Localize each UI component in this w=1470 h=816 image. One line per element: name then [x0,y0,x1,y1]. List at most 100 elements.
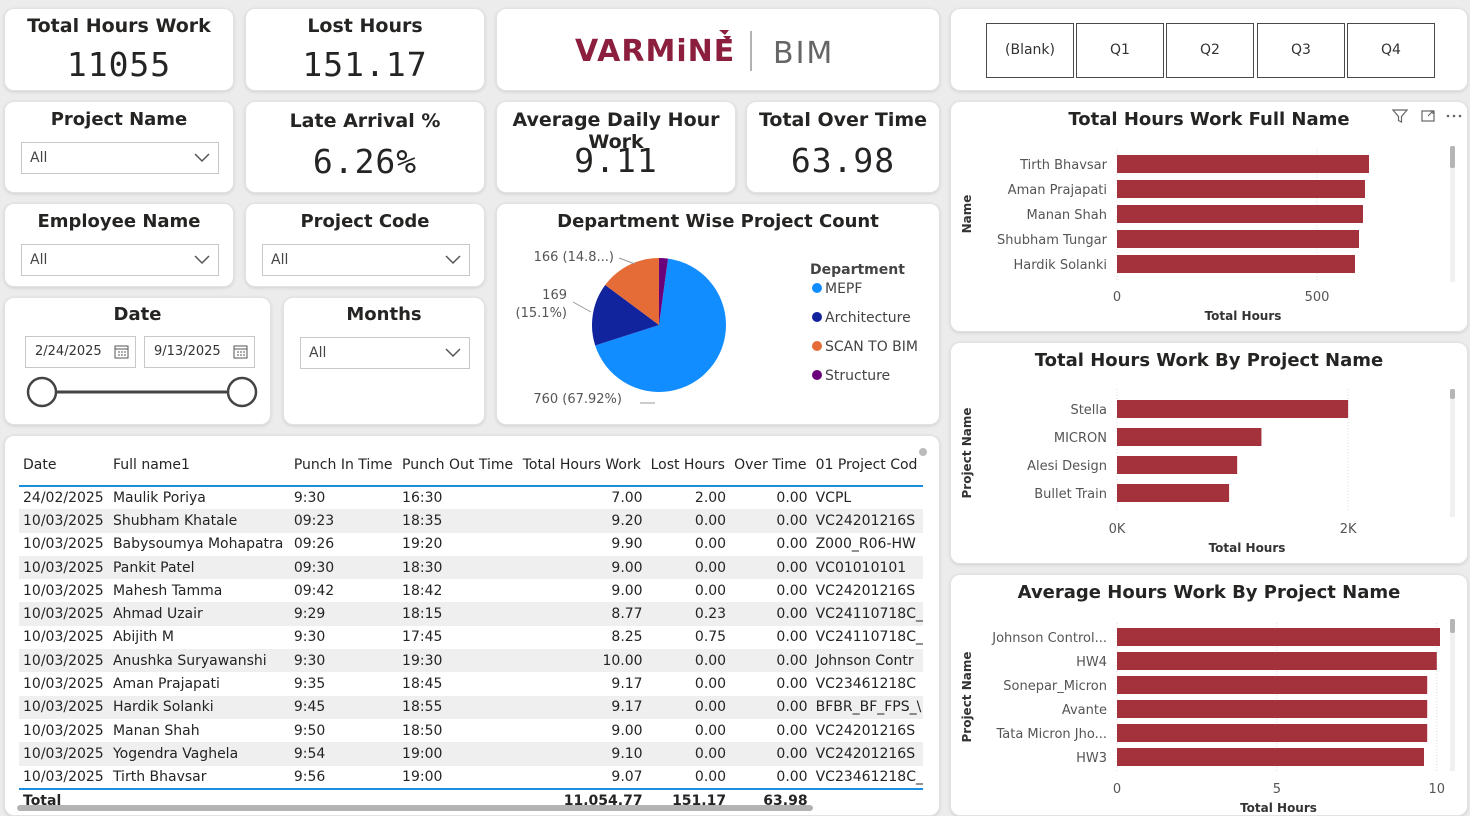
category-label: Hardik Solanki [1013,258,1107,273]
legend-title: Department [810,262,905,278]
table-cell: 0.00 [646,555,731,580]
quarter-button-q2[interactable]: Q2 [1166,23,1254,78]
y-axis-title: Name [960,195,974,234]
table-cell: 09:42 [293,582,335,599]
category-label: Manan Shah [1027,208,1107,223]
table-cell: 9.07 [611,768,643,785]
filter-icon[interactable] [1392,108,1408,124]
table-cell: 9.10 [518,742,647,766]
column-header[interactable]: Punch In Time [289,444,399,487]
table-row[interactable]: 10/03/2025 Manan Shah 9:50 18:50 9.00 0.00 0.0… [19,719,923,742]
table-cell: 9.00 [611,582,643,599]
table-row[interactable]: 10/03/2025 Aman Prajapati 9:35 18:45 9.17 0.0… [19,672,923,695]
table-cell: Manan Shah [112,722,200,739]
table-cell: 0.00 [730,555,812,580]
date-end-input[interactable]: 9/13/2025 [144,336,255,368]
table-row[interactable]: 24/02/2025 Maulik Poriya 9:30 16:30 7.00 2.00… [19,486,923,509]
bar [1117,628,1440,646]
table-row[interactable]: 10/03/2025 Abijith M 9:30 17:45 8.25 0.75 0.00… [19,626,923,649]
table-row[interactable]: 10/03/2025 Tirth Bhavsar 9:56 19:00 9.07 0.00… [19,766,923,789]
attendance-table: Date Full name1 Punch In Time Punch Out Tim… [19,444,923,813]
quarter-button-blank[interactable]: (Blank) [986,23,1074,78]
project-name-dropdown[interactable]: All [21,142,219,174]
kpi-title: Late Arrival % [289,110,441,132]
column-header[interactable]: 01 Project Cod [811,444,923,487]
table-cell: 0.00 [776,768,808,785]
bar [1117,700,1428,718]
horizontal-scrollbar[interactable] [17,805,813,811]
x-axis-title: Total Hours [1240,801,1317,815]
table-row[interactable]: 10/03/2025 Ahmad Uzair 9:29 18:15 8.77 0.23 0.… [19,602,923,626]
table-cell: 0.00 [646,509,731,533]
table-cell: BFBR_BF_FPS_\ [811,695,923,719]
table-cell: 0.00 [776,629,808,646]
date-start-input[interactable]: 2/24/2025 [25,336,136,368]
table-cell: VC24110718C_ [815,629,923,646]
legend-marker [812,312,822,322]
table-row[interactable]: 10/03/2025 Shubham Khatale 09:23 18:35 9.20 0… [19,509,923,533]
table-cell: 8.25 [611,629,643,646]
date-range-slider[interactable] [5,368,271,418]
bar [1117,676,1428,694]
table-cell: 9:56 [293,768,326,785]
table-cell: VC23461218C [815,676,916,693]
table-cell: Ahmad Uzair [108,602,290,626]
category-label: Stella [1070,403,1107,418]
column-header[interactable]: Total Hours Work [518,444,647,487]
quarter-button-q1[interactable]: Q1 [1076,23,1164,78]
table-cell: 8.77 [518,602,647,626]
pie-slice-scan-to-bim [605,258,659,325]
table-row[interactable]: 10/03/2025 Mahesh Tamma 09:42 18:42 9.00 0.00… [19,579,923,602]
table-cell: 9:45 [289,695,399,719]
table-cell: VC01010101 [811,555,923,580]
column-header[interactable]: Punch Out Time [398,444,519,487]
more-options-icon[interactable] [1445,108,1463,124]
focus-mode-icon[interactable] [1420,108,1436,124]
table-row[interactable]: 10/03/2025 Yogendra Vaghela 9:54 19:00 9.10 0… [19,742,923,766]
pie-data-label: 169 [542,288,567,303]
kpi-total-over-time: Total Over Time 63.98 [746,101,940,193]
company-logo: VARMiNE BIM [575,30,832,71]
dropdown-value: All [30,150,48,166]
table-row[interactable]: 10/03/2025 Anushka Suryawanshi 9:30 19:30 10… [19,649,923,673]
table-cell: 0.00 [694,722,727,739]
table-cell: 0.00 [694,676,727,693]
column-header[interactable]: Lost Hours [646,444,731,487]
table-scroll-corner[interactable] [919,448,927,456]
x-tick-label: 2K [1340,522,1357,537]
column-header[interactable]: Full name1 [108,444,290,487]
table-cell: 9.90 [611,536,643,553]
category-label: Sonepar_Micron [1003,679,1107,694]
quarter-button-q4[interactable]: Q4 [1347,23,1435,78]
table-cell: VC23461218C_ [815,768,923,785]
x-axis-title: Total Hours [1205,309,1282,323]
kpi-title: Total Over Time [758,109,928,131]
date-end-value: 9/13/2025 [154,344,221,359]
calendar-icon [114,345,129,359]
column-header[interactable]: Over Time [730,444,812,487]
table-cell: 0.00 [730,602,812,626]
category-label: Bullet Train [1034,487,1107,502]
table-cell: VC24201216S [815,582,916,599]
project-code-dropdown[interactable]: All [262,244,470,276]
table-cell: 9:50 [293,722,326,739]
column-header[interactable]: Date [19,444,109,487]
category-label: Tirth Bhavsar [1019,158,1108,173]
quarter-button-q3[interactable]: Q3 [1257,23,1345,78]
kpi-value: 63.98 [790,141,896,180]
employee-name-dropdown[interactable]: All [21,244,219,276]
table-row[interactable]: 10/03/2025 Pankit Patel 09:30 18:30 9.00 0.00… [19,555,923,580]
legend-marker [812,283,822,293]
table-cell: 10/03/2025 [23,722,104,739]
table-cell: 0.00 [730,649,812,673]
x-tick-label: 0 [1113,782,1121,797]
chart-title: Average Hours Work By Project Name [1017,582,1401,603]
table-row[interactable]: 10/03/2025 Hardik Solanki 9:45 18:55 9.17 0.0… [19,695,923,719]
scrollbar-thumb [1450,389,1455,399]
pie-leader-line [572,301,592,313]
table-row[interactable]: 10/03/2025 Babysoumya Mohapatra 09:26 19:20… [19,533,923,556]
months-dropdown[interactable]: All [300,337,470,369]
chevron-down-icon [194,255,210,265]
table-cell: Anushka Suryawanshi [108,649,290,673]
slider-end-handle [226,376,258,408]
